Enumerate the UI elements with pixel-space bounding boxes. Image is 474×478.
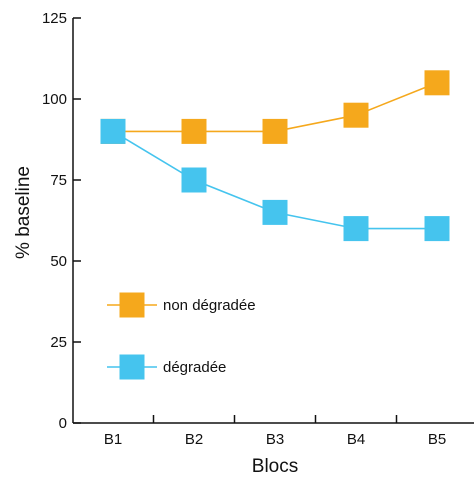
data-point-marker — [424, 216, 450, 242]
x-tick-label: B3 — [266, 431, 284, 448]
x-axis-title: Blocs — [252, 456, 298, 477]
x-ticks: B1 B2 B3 B4 B5 — [104, 415, 446, 448]
data-point-marker — [424, 70, 450, 96]
legend-label: dégradée — [163, 359, 226, 376]
y-axis-title: % baseline — [13, 166, 34, 259]
data-point-marker — [343, 216, 369, 242]
y-tick-label: 125 — [42, 10, 67, 27]
y-tick-label: 25 — [50, 334, 67, 351]
legend-label: non dégradée — [163, 297, 256, 314]
x-tick-label: B2 — [185, 431, 203, 448]
x-tick-label: B5 — [428, 431, 446, 448]
legend: non dégradée dégradée — [107, 292, 256, 380]
y-tick-label: 50 — [50, 253, 67, 270]
y-tick-label: 0 — [59, 415, 67, 432]
legend-item-degradee: dégradée — [107, 354, 226, 380]
data-point-marker — [262, 199, 288, 225]
y-ticks: 0 25 50 75 100 125 — [42, 10, 81, 432]
y-tick-label: 75 — [50, 172, 67, 189]
legend-marker — [119, 354, 145, 380]
data-point-marker — [181, 118, 207, 144]
data-point-marker — [262, 118, 288, 144]
data-point-marker — [181, 167, 207, 193]
x-tick-label: B4 — [347, 431, 365, 448]
legend-marker — [119, 292, 145, 318]
legend-item-non-degradee: non dégradée — [107, 292, 256, 318]
y-tick-label: 100 — [42, 91, 67, 108]
x-tick-label: B1 — [104, 431, 122, 448]
series-layer — [100, 70, 450, 242]
axes — [72, 18, 474, 424]
data-point-marker — [100, 118, 126, 144]
data-point-marker — [343, 102, 369, 128]
